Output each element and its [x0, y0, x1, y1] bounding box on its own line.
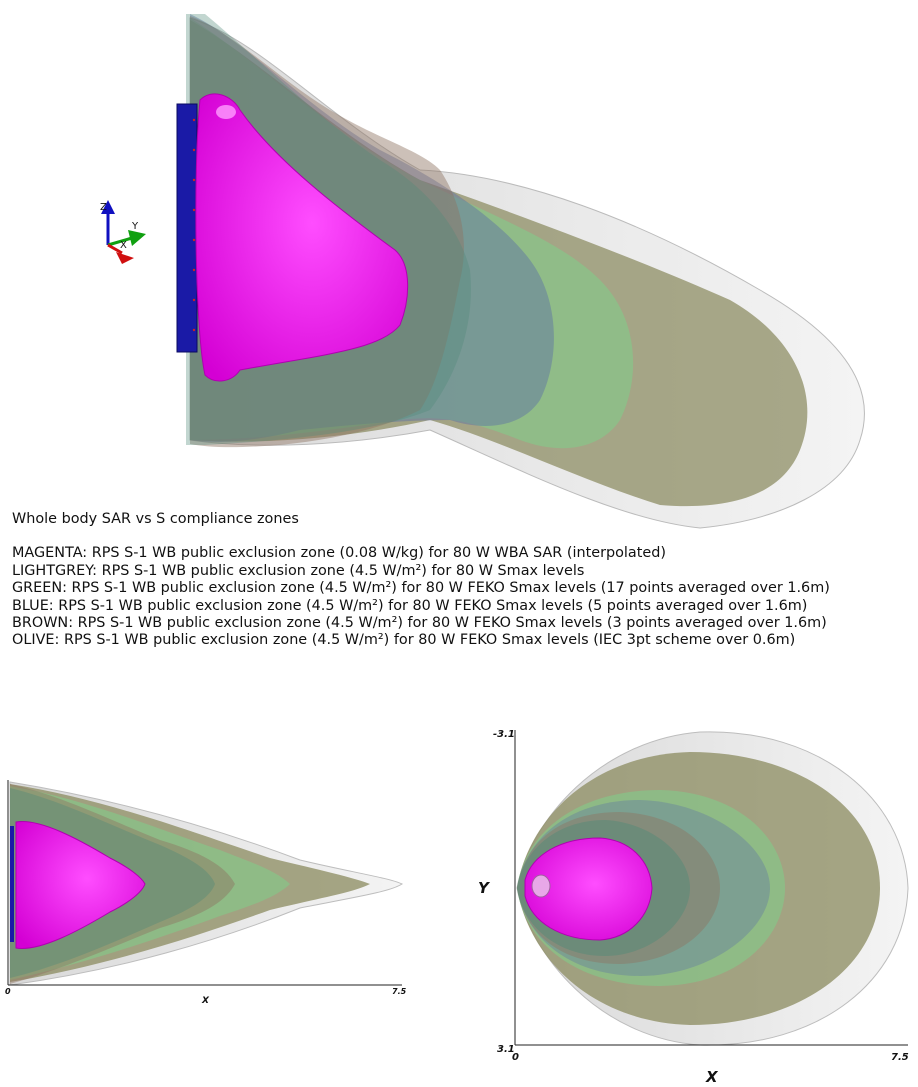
side-view-x-min: 0: [5, 987, 11, 996]
zone-green-side: [10, 786, 290, 980]
z-axis-arrow-icon: [101, 200, 115, 214]
legend-line-olive: OLIVE: RPS S-1 WB public exclusion zone …: [12, 632, 796, 649]
legend-caption: Whole body SAR vs S compliance zones MAG…: [12, 511, 912, 650]
y-axis-arrow-icon: [128, 230, 146, 246]
legend-line-lightgrey: LIGHTGREY: RPS S-1 WB public exclusion z…: [12, 562, 585, 579]
legend-line-blue: BLUE: RPS S-1 WB public exclusion zone (…: [12, 597, 808, 614]
top-view-y-axis-label: Y: [478, 879, 491, 897]
legend-line-brown: BROWN: RPS S-1 WB public exclusion zone …: [12, 615, 827, 632]
caption-title: Whole body SAR vs S compliance zones: [12, 511, 299, 527]
main-3d-view: [176, 14, 865, 529]
magenta-highlight-top: [531, 874, 551, 898]
legend-line-magenta: MAGENTA: RPS S-1 WB public exclusion zon…: [12, 545, 666, 562]
zone-magenta-top: [524, 837, 653, 941]
antenna-panel: [176, 103, 198, 353]
x-axis-arrow-icon: [116, 252, 134, 264]
z-axis-label: Z: [100, 202, 107, 213]
zone-magenta-3d: [195, 93, 409, 382]
top-view-y-top: -3.1: [493, 729, 515, 740]
antenna-panel-side: [10, 826, 14, 942]
y-axis-label: Y: [131, 221, 139, 232]
top-view-y-bottom: 3.1: [497, 1044, 515, 1055]
top-view-x-min: 0: [512, 1052, 519, 1063]
side-view-x-max: 7.5: [392, 987, 407, 996]
orientation-axes: Z Y X: [100, 200, 146, 264]
zone-magenta-side: [15, 821, 146, 949]
magenta-highlight-3d: [216, 105, 236, 119]
side-view: 0 7.5 X: [5, 780, 407, 1006]
side-view-x-axis-label: X: [201, 996, 210, 1006]
top-view-x-max: 7.5: [891, 1052, 909, 1063]
legend-line-green: GREEN: RPS S-1 WB public exclusion zone …: [12, 580, 830, 597]
top-view-x-axis-label: X: [705, 1068, 719, 1086]
antenna-feed-points: [192, 118, 196, 332]
top-view: -3.1 3.1 Y 0 7.5 X: [478, 729, 909, 1086]
x-axis-label: X: [120, 240, 127, 251]
